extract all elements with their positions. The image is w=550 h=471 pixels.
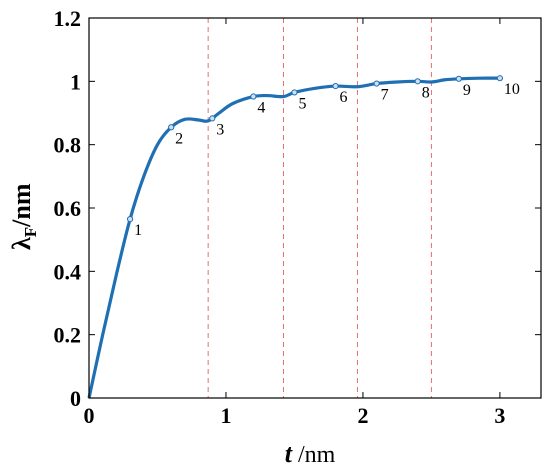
x-axis-label-main: t — [285, 439, 293, 468]
y-tick-label-6: 1.2 — [54, 6, 82, 31]
curve-layer — [87, 76, 500, 399]
data-point-3 — [209, 115, 216, 122]
y-tick-label-5: 1 — [70, 69, 81, 94]
data-point-9 — [455, 75, 462, 82]
y-axis-label-unit: /nm — [7, 183, 36, 228]
data-point-10 — [496, 75, 504, 82]
y-tick-label-3: 0.6 — [54, 196, 82, 221]
data-point-label-5: 5 — [298, 95, 306, 112]
data-point-5 — [291, 89, 298, 96]
data-point-label-4: 4 — [257, 100, 265, 117]
points-layer: 1 2 3 4 5 6 7 8 9 10 — [126, 75, 520, 239]
data-point-label-1: 1 — [134, 222, 142, 239]
y-tick-label-1: 0.2 — [54, 323, 82, 348]
x-tick-label-2: 2 — [357, 403, 368, 428]
data-point-label-8: 8 — [422, 84, 430, 101]
plot-frame — [88, 17, 542, 399]
x-tick-label-0: 0 — [84, 403, 95, 428]
x-tick-label-3: 3 — [494, 403, 505, 428]
ticks: 0 1 2 3 0 0.2 0.4 0.6 0.8 1 1.2 — [54, 6, 541, 428]
data-point-label-2: 2 — [175, 130, 183, 147]
data-point-1 — [126, 215, 134, 223]
data-point-4 — [250, 93, 257, 100]
data-point-7 — [373, 80, 380, 87]
data-point-8 — [414, 78, 421, 85]
data-point-label-7: 7 — [381, 87, 389, 104]
y-axis-label-main: λ — [7, 237, 36, 250]
data-point-2 — [168, 124, 175, 131]
vertical-guide-lines — [207, 18, 432, 398]
data-point-label-6: 6 — [340, 89, 348, 106]
y-tick-label-2: 0.4 — [54, 259, 82, 284]
y-tick-label-4: 0.8 — [54, 133, 82, 158]
x-tick-label-1: 1 — [220, 403, 231, 428]
y-tick-label-0: 0 — [70, 386, 81, 411]
data-point-6 — [332, 82, 339, 90]
data-point-label-3: 3 — [216, 121, 224, 138]
y-axis-label: λF/nm — [7, 183, 40, 250]
data-point-label-10: 10 — [504, 81, 520, 98]
series-line — [87, 76, 500, 399]
x-axis-label: t /nm — [285, 439, 336, 468]
y-axis-label-subscript: F — [21, 227, 40, 237]
data-point-label-9: 9 — [463, 82, 471, 99]
x-axis-label-unit: /nm — [292, 442, 336, 468]
